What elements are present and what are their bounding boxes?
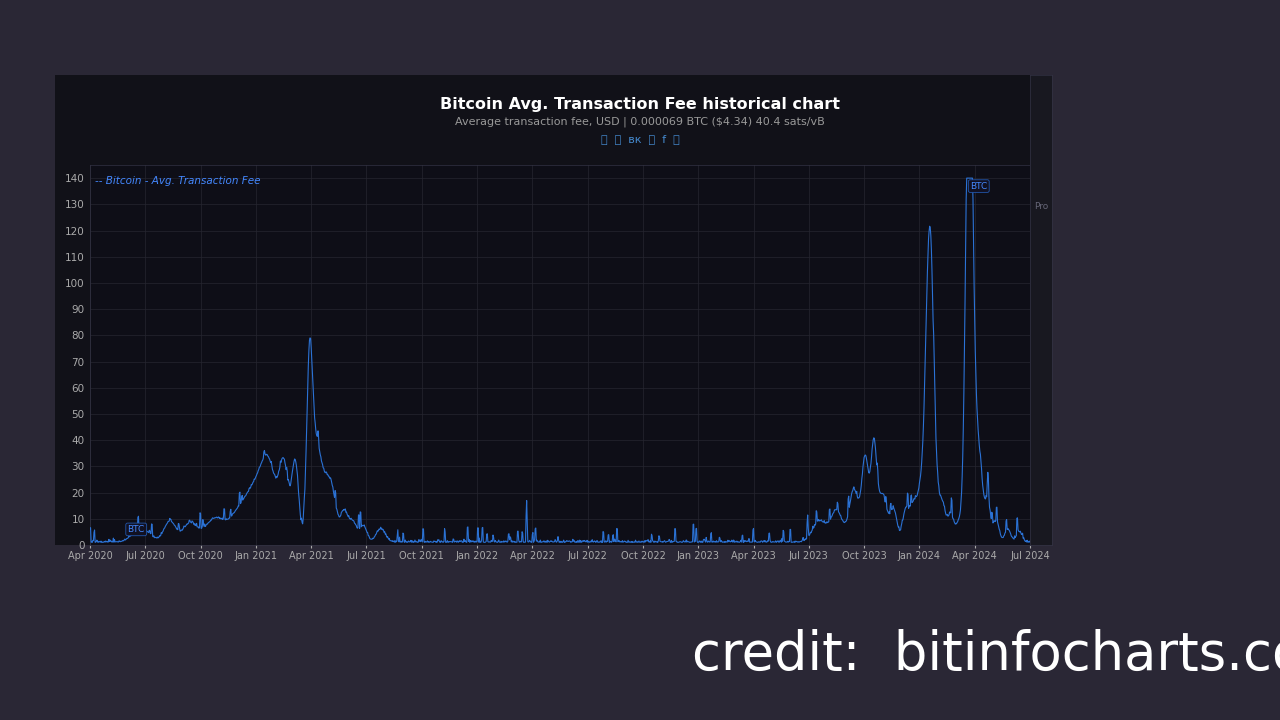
- Text: BTC: BTC: [128, 525, 145, 534]
- Text: credit:  bitinfocharts.com: credit: bitinfocharts.com: [692, 629, 1280, 681]
- Text: Average transaction fee, USD | 0.000069 BTC ($4.34) 40.4 sats/vB: Average transaction fee, USD | 0.000069 …: [456, 117, 824, 127]
- Text: 🐦  🔴  вк  🔑  f  🔥: 🐦 🔴 вк 🔑 f 🔥: [600, 134, 680, 144]
- Text: Bitcoin Avg. Transaction Fee historical chart: Bitcoin Avg. Transaction Fee historical …: [440, 96, 840, 112]
- Text: -- Bitcoin - Avg. Transaction Fee: -- Bitcoin - Avg. Transaction Fee: [95, 176, 260, 186]
- Text: Pro: Pro: [1034, 202, 1048, 211]
- Text: BTC: BTC: [970, 181, 987, 191]
